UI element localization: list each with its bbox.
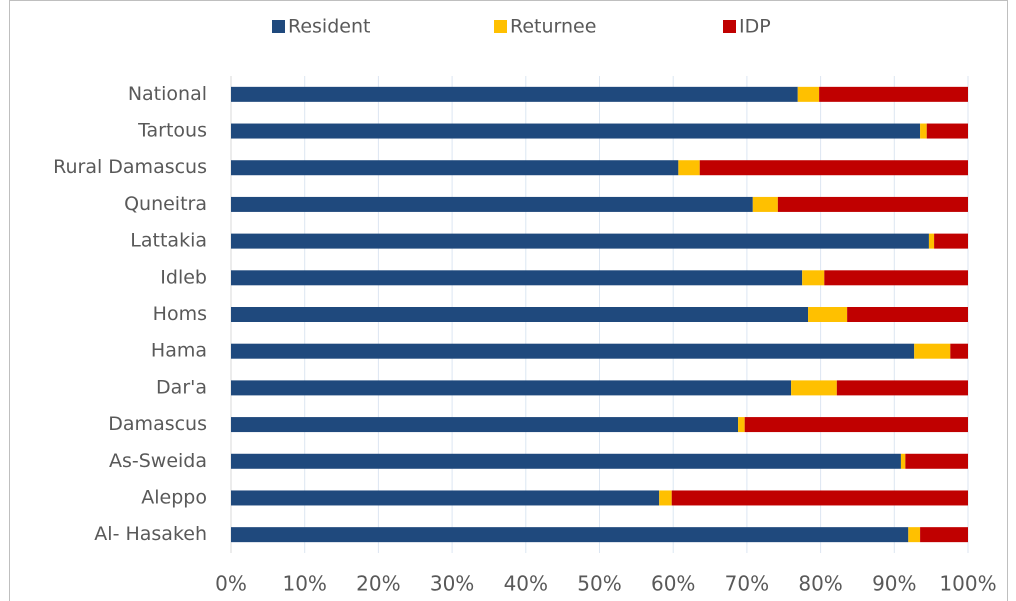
bar-segment: [231, 527, 909, 543]
bar-segment: [802, 270, 825, 286]
bar-segment: [659, 490, 672, 506]
y-tick-label: Quneitra: [124, 193, 207, 215]
bar-segment: [678, 160, 700, 176]
bar-segment: [231, 270, 803, 286]
bar-segment: [231, 86, 798, 102]
x-tick-label: 80%: [798, 572, 842, 596]
y-tick-label: Aleppo: [141, 486, 207, 508]
bar-segment: [824, 270, 968, 286]
bar-segment: [808, 307, 848, 322]
bar-segment: [231, 160, 679, 176]
bar-segment: [950, 343, 968, 359]
bar-segment: [777, 196, 968, 212]
bar-segment: [836, 380, 968, 396]
x-tick-label: 100%: [939, 572, 996, 596]
y-tick-label: National: [128, 83, 207, 105]
bar-segment: [914, 343, 951, 359]
y-tick-label: Lattakia: [130, 230, 207, 252]
bar-segment: [231, 307, 809, 322]
y-tick-label: Dar'a: [156, 376, 207, 398]
x-tick-label: 90%: [872, 572, 916, 596]
x-tick-label: 40%: [504, 572, 548, 596]
bar-segment: [900, 453, 906, 469]
bar-segment: [847, 307, 968, 322]
bar-segment: [231, 123, 921, 139]
bar-segment: [231, 380, 792, 396]
y-tick-label: Damascus: [108, 413, 207, 435]
bar-segment: [744, 417, 968, 433]
legend-label: Resident: [288, 16, 370, 38]
bar-segment: [752, 196, 778, 212]
bar-segment: [231, 453, 901, 469]
legend-label: Returnee: [510, 16, 596, 38]
bar-segment: [926, 123, 968, 139]
bar-segment: [928, 233, 935, 249]
y-tick-label: As-Sweida: [109, 450, 207, 472]
legend-swatch: [272, 20, 285, 33]
bar-segment: [908, 527, 921, 543]
x-tick-label: 70%: [725, 572, 769, 596]
y-tick-label: Al- Hasakeh: [94, 523, 207, 545]
y-tick-label: Hama: [151, 340, 207, 362]
y-tick-label: Homs: [153, 303, 207, 325]
y-tick-label: Rural Damascus: [53, 156, 207, 178]
x-tick-label: 10%: [282, 572, 326, 596]
y-tick-label: Tartous: [137, 120, 207, 142]
bar-segment: [231, 417, 739, 433]
legend-label: IDP: [739, 16, 771, 38]
bar-segment: [231, 490, 660, 506]
bar-segment: [905, 453, 968, 469]
legend-swatch: [723, 20, 736, 33]
bar-segment: [819, 86, 968, 102]
bar-segment: [231, 196, 753, 212]
chart-frame: [9, 0, 1008, 601]
x-tick-label: 30%: [430, 572, 474, 596]
bar-segment: [671, 490, 968, 506]
bar-segment: [934, 233, 968, 249]
x-tick-label: 60%: [651, 572, 695, 596]
x-tick-label: 0%: [215, 572, 247, 596]
x-tick-label: 20%: [356, 572, 400, 596]
bar-segment: [231, 343, 915, 359]
bar-segment: [791, 380, 837, 396]
bar-segment: [920, 123, 927, 139]
bar-segment: [738, 417, 745, 433]
y-tick-label: Idleb: [160, 266, 207, 288]
x-tick-label: 50%: [577, 572, 621, 596]
bar-segment: [699, 160, 968, 176]
bar-segment: [920, 527, 968, 543]
legend-swatch: [494, 20, 507, 33]
bar-segment: [231, 233, 929, 249]
bar-segment: [797, 86, 820, 102]
